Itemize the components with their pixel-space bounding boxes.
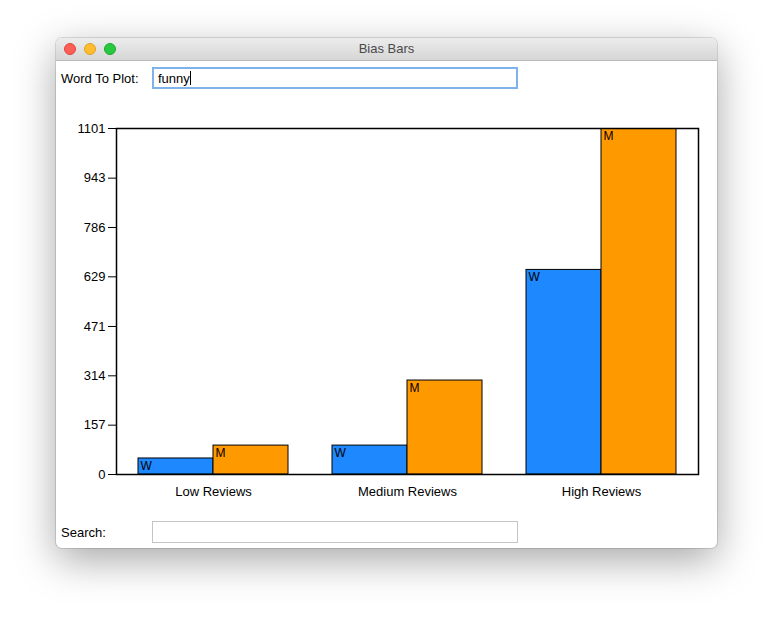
html-text:funny: funny xyxy=(158,71,190,86)
svg-text:Medium Reviews: Medium Reviews xyxy=(358,484,457,499)
svg-text:157: 157 xyxy=(84,417,106,432)
svg-text:M: M xyxy=(216,446,226,460)
svg-text:M: M xyxy=(410,381,420,395)
svg-text:W: W xyxy=(141,459,153,473)
svg-text:1101: 1101 xyxy=(78,121,106,136)
html-text:Search:: Search: xyxy=(61,525,106,540)
svg-text:314: 314 xyxy=(84,368,106,383)
svg-text:471: 471 xyxy=(84,319,106,334)
svg-text:W: W xyxy=(335,446,347,460)
html-text:Bias Bars: Bias Bars xyxy=(358,41,415,56)
svg-text:943: 943 xyxy=(84,170,106,185)
svg-text:W: W xyxy=(529,270,541,284)
svg-text:629: 629 xyxy=(84,269,106,284)
svg-text:Low Reviews: Low Reviews xyxy=(175,484,252,499)
svg-text:M: M xyxy=(604,129,614,143)
html-text:Word To Plot:: Word To Plot: xyxy=(61,71,139,86)
svg-text:786: 786 xyxy=(84,220,106,235)
svg-text:0: 0 xyxy=(98,467,105,482)
svg-text:High Reviews: High Reviews xyxy=(562,484,642,499)
